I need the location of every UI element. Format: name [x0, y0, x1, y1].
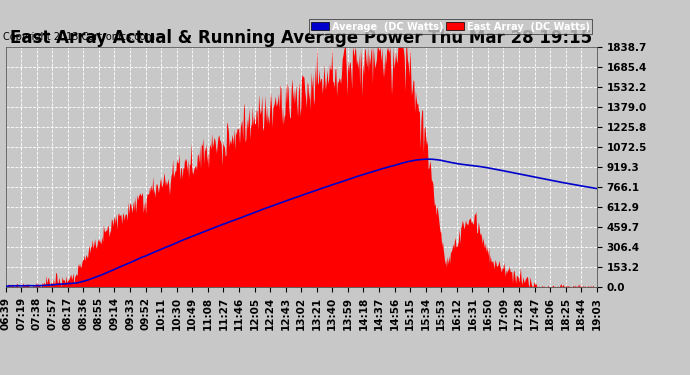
- Text: Copyright 2013 Cartronics.com: Copyright 2013 Cartronics.com: [3, 32, 155, 42]
- Title: East Array Actual & Running Average Power Thu Mar 28 19:15: East Array Actual & Running Average Powe…: [10, 29, 592, 47]
- Legend: Average  (DC Watts), East Array  (DC Watts): Average (DC Watts), East Array (DC Watts…: [309, 20, 592, 34]
